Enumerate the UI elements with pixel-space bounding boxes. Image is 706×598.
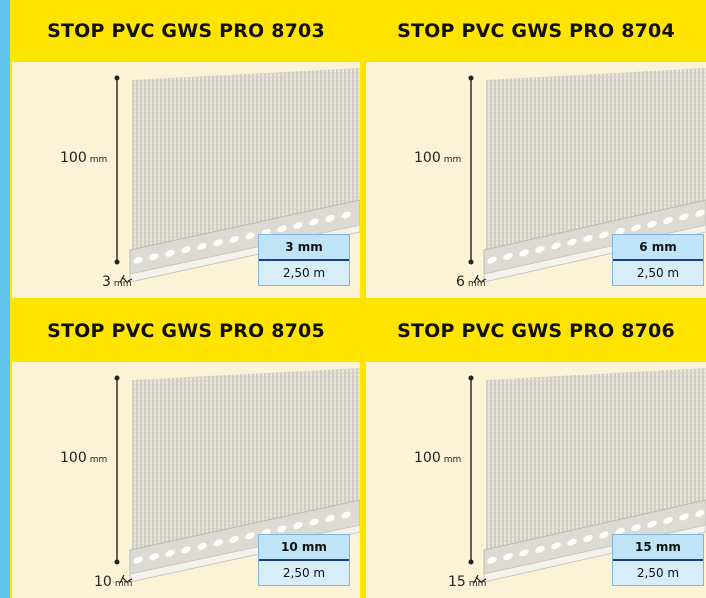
panel-title: STOP PVC GWS PRO 8706 [397, 320, 675, 342]
base-label: 3 mm [102, 274, 131, 290]
thickness: 6 mm [613, 235, 703, 261]
base-unit: mm [467, 279, 486, 289]
base-unit: mm [114, 579, 133, 589]
base-unit: mm [468, 579, 487, 589]
length: 2,50 m [613, 561, 703, 585]
thickness: 10 mm [259, 535, 349, 561]
panel-title: STOP PVC GWS PRO 8705 [47, 320, 325, 342]
product-panel: 100 mm 10 mm 10 mm 2,50 m [12, 362, 360, 598]
panel-title: STOP PVC GWS PRO 8703 [47, 20, 325, 42]
height-label: 100 mm [414, 150, 461, 166]
length: 2,50 m [259, 261, 349, 285]
height-label: 100 mm [60, 450, 107, 466]
length: 2,50 m [613, 261, 703, 285]
base-label: 10 mm [94, 574, 132, 590]
product-panel: 100 mm 15 mm 15 mm 2,50 m [366, 362, 706, 598]
base-label: 15 mm [448, 574, 486, 590]
product-panel: 100 mm 6 mm 6 mm 2,50 m [366, 62, 706, 298]
side-strip [0, 0, 10, 598]
spec-box: 15 mm 2,50 m [612, 534, 704, 586]
base-unit: mm [113, 279, 132, 289]
spec-box: 6 mm 2,50 m [612, 234, 704, 286]
thickness: 15 mm [613, 535, 703, 561]
height-unit: mm [89, 155, 108, 165]
height-label: 100 mm [414, 450, 461, 466]
base-label: 6 mm [456, 274, 485, 290]
product-illustration [114, 368, 360, 584]
product-illustration [468, 368, 706, 584]
product-illustration [468, 68, 706, 284]
product-panel: 100 mm 3 mm 3 mm 2,50 m [12, 62, 360, 298]
height-unit: mm [443, 455, 462, 465]
height-value: 100 [414, 150, 441, 166]
height-unit: mm [89, 455, 108, 465]
spec-box: 3 mm 2,50 m [258, 234, 350, 286]
panel-title: STOP PVC GWS PRO 8704 [397, 20, 675, 42]
height-value: 100 [414, 450, 441, 466]
base-value: 15 [448, 574, 466, 590]
thickness: 3 mm [259, 235, 349, 261]
base-value: 6 [456, 274, 465, 290]
base-value: 10 [94, 574, 112, 590]
height-value: 100 [60, 150, 87, 166]
spec-box: 10 mm 2,50 m [258, 534, 350, 586]
height-label: 100 mm [60, 150, 107, 166]
height-value: 100 [60, 450, 87, 466]
length: 2,50 m [259, 561, 349, 585]
height-unit: mm [443, 155, 462, 165]
base-value: 3 [102, 274, 111, 290]
